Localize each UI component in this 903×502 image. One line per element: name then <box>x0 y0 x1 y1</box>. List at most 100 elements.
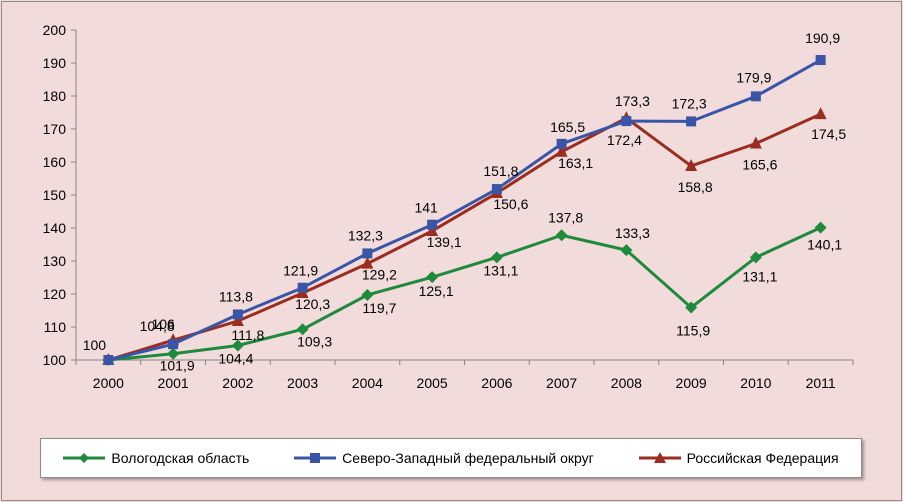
square-marker <box>686 116 697 127</box>
diamond-marker <box>296 323 309 336</box>
data-label: 179,9 <box>736 69 771 85</box>
diamond-marker <box>490 251 503 264</box>
x-tick-label: 2005 <box>417 375 448 391</box>
data-label: 131,1 <box>742 268 777 284</box>
triangle-marker <box>426 223 439 236</box>
x-tick-label: 2008 <box>611 375 642 391</box>
x-tick-label: 2009 <box>676 375 707 391</box>
square-marker <box>168 339 179 350</box>
square-marker <box>750 91 761 102</box>
data-label: 132,3 <box>348 227 383 243</box>
data-label: 119,7 <box>362 300 396 316</box>
x-tick-label: 2004 <box>352 375 383 391</box>
data-label: 101,9 <box>160 358 195 374</box>
y-tick-label: 170 <box>43 121 67 137</box>
legend-marker-triangle-icon <box>638 452 681 463</box>
series-line-1 <box>108 58 822 362</box>
diamond-marker <box>685 301 698 314</box>
x-tick-label: 2006 <box>481 375 512 391</box>
data-label: 106 <box>151 316 175 332</box>
data-label: 141 <box>414 200 438 216</box>
triangle-marker <box>685 158 698 171</box>
triangle-marker <box>555 144 568 157</box>
data-label: 121,9 <box>283 263 318 279</box>
legend-marker-diamond-icon <box>63 453 106 463</box>
square-marker <box>491 184 502 195</box>
triangle-marker <box>814 107 827 120</box>
legend-label-russia: Российская Федерация <box>686 450 839 466</box>
legend-item-russia: Российская Федерация <box>638 450 839 466</box>
data-label: 150,6 <box>493 196 528 212</box>
square-marker <box>621 116 632 127</box>
diamond-marker <box>814 221 827 234</box>
y-tick-label: 140 <box>43 220 67 236</box>
data-label: 190,9 <box>805 30 840 46</box>
data-label: 131,1 <box>483 262 518 278</box>
data-label: 158,8 <box>678 179 713 195</box>
y-tick-label: 130 <box>43 253 67 269</box>
diamond-marker <box>426 271 439 284</box>
diamond-marker <box>231 339 244 352</box>
square-marker <box>815 55 826 66</box>
y-tick-label: 120 <box>43 286 67 302</box>
data-label: 115,9 <box>676 323 710 339</box>
diamond-marker <box>620 244 633 257</box>
y-tick-label: 190 <box>43 55 67 71</box>
legend-item-vologda: Вологодская область <box>63 450 249 466</box>
square-marker <box>297 282 308 293</box>
x-tick-label: 2001 <box>158 375 189 391</box>
x-tick-label: 2000 <box>93 375 124 391</box>
y-tick-label: 200 <box>43 22 67 38</box>
triangle-marker <box>361 256 374 269</box>
data-label: 133,3 <box>615 225 650 241</box>
data-label: 172,4 <box>607 132 642 148</box>
data-label: 104,4 <box>218 350 253 366</box>
legend-label-vologda: Вологодская область <box>111 450 250 466</box>
diamond-marker <box>361 288 374 301</box>
series-line-0 <box>108 226 822 362</box>
y-tick-label: 160 <box>43 154 67 170</box>
data-label: 139,1 <box>427 234 462 250</box>
square-marker <box>103 355 114 365</box>
data-label: 100 <box>83 337 107 353</box>
data-label: 140,1 <box>807 237 842 253</box>
data-label: 172,3 <box>672 95 707 111</box>
diamond-marker <box>749 251 762 264</box>
series-line-2 <box>107 112 822 362</box>
data-label: 151,8 <box>483 163 518 179</box>
data-label: 120,3 <box>295 296 330 312</box>
data-label: 137,8 <box>548 209 583 225</box>
data-label: 109,3 <box>297 333 332 349</box>
square-marker <box>556 138 567 149</box>
diamond-marker <box>555 229 568 242</box>
y-tick-label: 100 <box>43 352 67 368</box>
square-marker <box>232 309 243 320</box>
data-label: 129,2 <box>362 267 397 283</box>
legend-item-northwest: Северо-Западный федеральный округ <box>294 450 594 466</box>
data-label: 111,8 <box>231 327 264 343</box>
x-tick-label: 2002 <box>222 375 253 391</box>
y-tick-label: 180 <box>43 88 67 104</box>
data-label: 125,1 <box>419 283 454 299</box>
data-label: 174,5 <box>811 126 846 142</box>
legend: Вологодская область Северо-Западный феде… <box>40 438 862 478</box>
diamond-marker <box>167 347 180 360</box>
y-tick-label: 110 <box>44 319 67 335</box>
data-label: 113,8 <box>219 288 253 304</box>
data-label: 163,1 <box>558 155 593 171</box>
data-label: 104,8 <box>140 318 175 334</box>
y-tick-label: 150 <box>43 187 67 203</box>
x-tick-label: 2011 <box>806 375 836 391</box>
x-tick-label: 2010 <box>740 375 771 391</box>
x-tick-label: 2003 <box>287 375 318 391</box>
square-marker <box>362 248 373 259</box>
legend-marker-square-icon <box>294 453 337 463</box>
data-label: 165,6 <box>742 157 777 173</box>
triangle-marker <box>749 136 762 149</box>
data-label: 165,5 <box>550 119 585 135</box>
data-label: 173,3 <box>615 93 650 109</box>
triangle-marker <box>231 314 244 327</box>
legend-label-northwest: Северо-Западный федеральный округ <box>342 450 594 466</box>
